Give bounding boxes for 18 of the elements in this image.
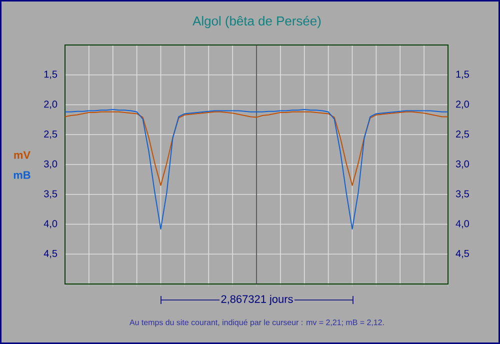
y-tick-label: 2,5 xyxy=(44,130,58,139)
text: mV xyxy=(14,151,30,159)
y-tick-label: 3,5 xyxy=(44,190,58,198)
y-tick-label: 1,5 xyxy=(44,70,58,79)
y2-tick-label: 4,5 xyxy=(456,250,469,258)
y2-tick-label: 1,5 xyxy=(456,70,469,79)
y2-tick-label: 3,5 xyxy=(456,190,469,198)
y2-tick-label: 4,0 xyxy=(456,220,469,228)
y2-tick-label: 3,0 xyxy=(456,160,469,169)
y-tick-label: 3,0 xyxy=(44,160,58,169)
y2-tick-label: 2,5 xyxy=(456,130,469,139)
text: mB xyxy=(14,171,30,179)
y2-tick-label: 2,0 xyxy=(456,100,469,109)
y-tick-label: 2,0 xyxy=(44,100,58,109)
chart-title: Algol (bêta de Persée) xyxy=(192,16,321,28)
text: 2,867321 jours xyxy=(221,294,293,306)
y-tick-label: 4,5 xyxy=(44,250,58,258)
y-tick-label: 4,0 xyxy=(44,220,58,228)
